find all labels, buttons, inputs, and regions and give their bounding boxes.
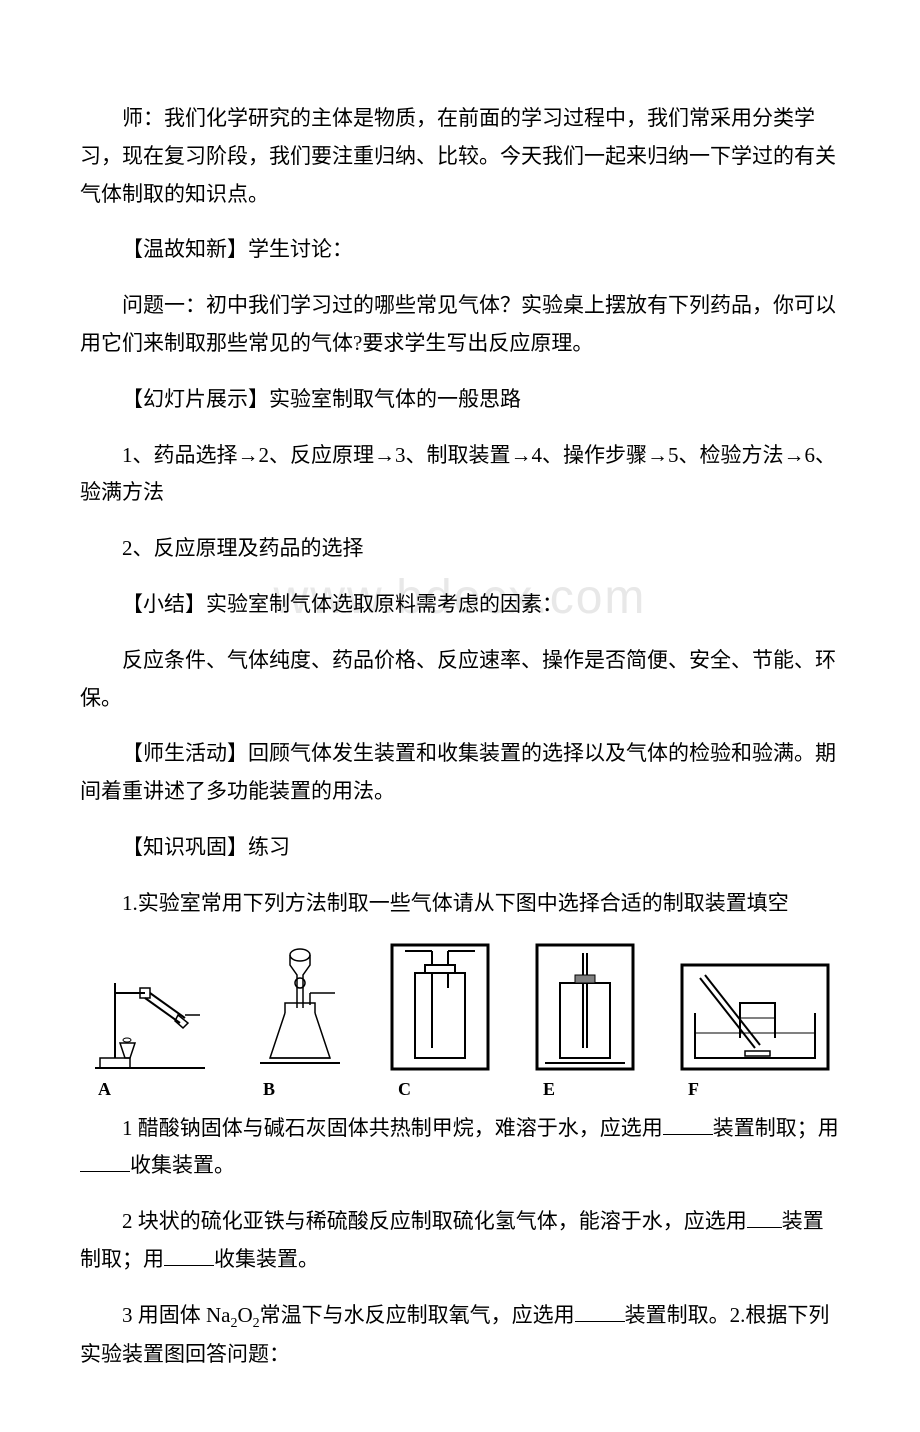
apparatus-b-icon — [255, 943, 345, 1073]
section-tag: 【小结】 — [122, 592, 206, 616]
paragraph-steps: 1、药品选择→2、反应原理→3、制取装置→4、操作步骤→5、检验方法→6、验满方… — [80, 437, 840, 513]
section-tag: 【知识巩固】 — [122, 835, 248, 859]
apparatus-f-icon — [680, 963, 830, 1073]
apparatus-f-label: F — [688, 1079, 699, 1100]
paragraph-principle: 2、反应原理及药品的选择 — [80, 530, 840, 568]
section-text: 学生讨论： — [248, 237, 353, 261]
blank-field — [80, 1151, 130, 1172]
paragraph-exercise1: 1.实验室常用下列方法制取一些气体请从下图中选择合适的制取装置填空 — [80, 885, 840, 923]
apparatus-e: E — [535, 943, 635, 1100]
paragraph-intro: 师：我们化学研究的主体是物质，在前面的学习过程中，我们常采用分类学习，现在复习阶… — [80, 100, 840, 213]
question-1: 1 醋酸钠固体与碱石灰固体共热制甲烷，难溶于水，应选用 装置制取；用收集装置。 — [80, 1110, 840, 1186]
q1-text2: 装置制取；用 — [713, 1116, 839, 1140]
q2-text3: 收集装置。 — [214, 1247, 319, 1271]
apparatus-e-icon — [535, 943, 635, 1073]
subscript: 2 — [231, 1316, 238, 1331]
section-tag: 【师生活动】 — [122, 741, 248, 765]
apparatus-a: A — [90, 963, 210, 1100]
q1-text1: 1 醋酸钠固体与碱石灰固体共热制甲烷，难溶于水，应选用 — [122, 1116, 663, 1140]
apparatus-diagram-row: A B — [80, 943, 840, 1100]
paragraph-review-heading: 【温故知新】学生讨论： — [80, 231, 840, 269]
apparatus-b-label: B — [263, 1079, 275, 1100]
apparatus-c-icon — [390, 943, 490, 1073]
apparatus-c-label: C — [398, 1079, 411, 1100]
apparatus-b: B — [255, 943, 345, 1100]
q3-mid: O — [238, 1303, 253, 1327]
apparatus-f: F — [680, 963, 830, 1100]
apparatus-e-label: E — [543, 1079, 555, 1100]
apparatus-a-label: A — [98, 1079, 111, 1100]
paragraph-summary-heading: 【小结】实验室制气体选取原料需考虑的因素： — [80, 586, 840, 624]
section-text: 练习 — [248, 835, 290, 859]
q2-text1: 2 块状的硫化亚铁与稀硫酸反应制取硫化氢气体，能溶于水，应选用 — [122, 1209, 747, 1233]
blank-field — [663, 1114, 713, 1135]
paragraph-activity-heading: 【师生活动】回顾气体发生装置和收集装置的选择以及气体的检验和验满。期间着重讲述了… — [80, 735, 840, 811]
apparatus-a-icon — [90, 963, 210, 1073]
document-content: 师：我们化学研究的主体是物质，在前面的学习过程中，我们常采用分类学习，现在复习阶… — [80, 100, 840, 1374]
q3-text1: 3 用固体 Na — [122, 1303, 231, 1327]
q3-text2: 常温下与水反应制取氧气，应选用 — [260, 1303, 575, 1327]
blank-field — [747, 1207, 782, 1228]
q1-text3: 收集装置。 — [130, 1153, 235, 1177]
blank-field — [575, 1301, 625, 1322]
question-3: 3 用固体 Na2O2常温下与水反应制取氧气，应选用装置制取。2.根据下列实验装… — [80, 1297, 840, 1374]
paragraph-practice-heading: 【知识巩固】练习 — [80, 829, 840, 867]
paragraph-question1: 问题一：初中我们学习过的哪些常见气体？实验桌上摆放有下列药品，你可以用它们来制取… — [80, 287, 840, 363]
blank-field — [164, 1245, 214, 1266]
section-text: 实验室制取气体的一般思路 — [269, 387, 521, 411]
question-2: 2 块状的硫化亚铁与稀硫酸反应制取硫化氢气体，能溶于水，应选用装置制取；用收集装… — [80, 1203, 840, 1279]
apparatus-c: C — [390, 943, 490, 1100]
subscript: 2 — [253, 1316, 260, 1331]
section-tag: 【幻灯片展示】 — [122, 387, 269, 411]
paragraph-factors: 反应条件、气体纯度、药品价格、反应速率、操作是否简便、安全、节能、环保。 — [80, 642, 840, 718]
section-text: 实验室制气体选取原料需考虑的因素： — [206, 592, 563, 616]
section-tag: 【温故知新】 — [122, 237, 248, 261]
paragraph-slide-heading: 【幻灯片展示】实验室制取气体的一般思路 — [80, 381, 840, 419]
